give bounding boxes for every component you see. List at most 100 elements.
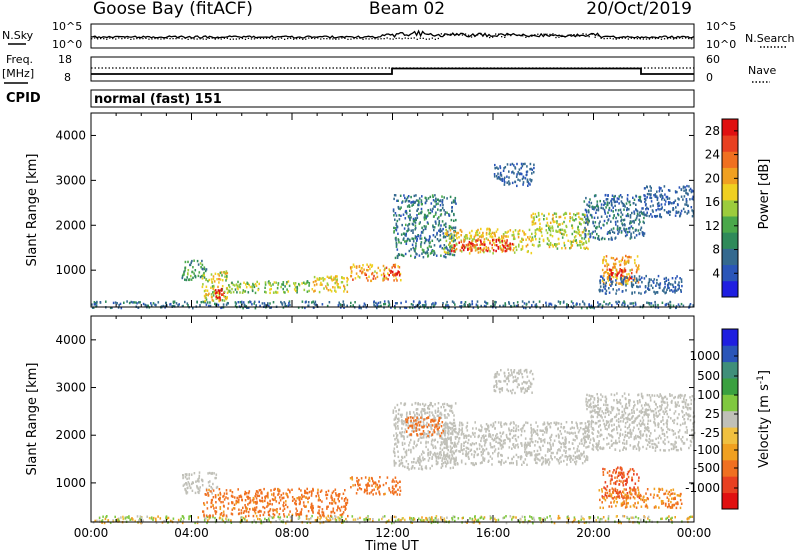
heatmap-cell	[217, 289, 220, 292]
heatmap-cell	[260, 492, 262, 495]
heatmap-cell	[643, 221, 645, 225]
heatmap-cell	[432, 453, 434, 456]
heatmap-cell	[314, 519, 317, 522]
heatmap-cell	[337, 505, 339, 508]
heatmap-cell	[199, 486, 201, 489]
heatmap-cell	[317, 499, 320, 502]
heatmap-cell	[516, 184, 518, 188]
heatmap-cell	[430, 250, 433, 253]
heatmap-cell	[588, 201, 590, 204]
heatmap-cell	[467, 447, 470, 450]
heatmap-cell	[233, 284, 236, 287]
heatmap-cell	[534, 212, 537, 216]
nsearch-dot	[386, 37, 388, 39]
heatmap-cell	[222, 500, 224, 504]
heatmap-cell	[312, 506, 314, 510]
heatmap-cell	[415, 461, 417, 464]
heatmap-cell	[435, 203, 438, 206]
heatmap-cell	[339, 514, 342, 517]
heatmap-cell	[411, 466, 414, 469]
heatmap-cell	[297, 517, 300, 520]
heatmap-cell	[427, 451, 430, 455]
heatmap-cell	[419, 436, 422, 439]
heatmap-cell	[460, 250, 463, 253]
heatmap-cell	[663, 209, 666, 212]
heatmap-cell	[491, 243, 493, 247]
heatmap-cell	[512, 170, 514, 173]
heatmap-cell	[460, 304, 463, 308]
heatmap-cell	[525, 451, 528, 454]
heatmap-cell	[657, 274, 660, 278]
heatmap-cell	[427, 255, 429, 258]
heatmap-cell	[184, 473, 187, 476]
heatmap-cell	[426, 221, 429, 224]
heatmap-cell	[414, 201, 416, 204]
heatmap-cell	[242, 289, 245, 292]
heatmap-cell	[323, 515, 325, 518]
heatmap-cell	[416, 214, 418, 217]
heatmap-cell	[185, 491, 188, 495]
heatmap-cell	[415, 199, 418, 202]
heatmap-cell	[625, 284, 627, 287]
heatmap-cell	[606, 272, 609, 275]
heatmap-cell	[240, 516, 243, 519]
heatmap-cell	[437, 224, 440, 227]
nsearch-dot	[482, 34, 485, 36]
heatmap-cell	[582, 230, 585, 234]
heatmap-cell	[563, 244, 566, 247]
heatmap-cell	[680, 188, 683, 192]
heatmap-cell	[517, 233, 519, 236]
heatmap-cell	[675, 305, 678, 308]
heatmap-cell	[468, 243, 471, 247]
heatmap-cell	[301, 493, 303, 497]
heatmap-cell	[239, 286, 241, 289]
heatmap-cell	[191, 259, 193, 263]
heatmap-cell	[531, 236, 534, 239]
heatmap-cell	[282, 496, 285, 499]
heatmap-cell	[272, 512, 275, 516]
heatmap-cell	[194, 274, 196, 278]
heatmap-cell	[640, 518, 642, 521]
heatmap-cell	[201, 263, 204, 267]
heatmap-cell	[337, 493, 339, 497]
heatmap-cell	[414, 247, 417, 250]
heatmap-cell	[483, 516, 486, 519]
heatmap-cell	[453, 430, 456, 433]
heatmap-cell	[276, 287, 279, 290]
heatmap-cell	[511, 162, 514, 166]
heatmap-cell	[449, 404, 452, 408]
heatmap-cell	[453, 234, 456, 237]
heatmap-cell	[442, 428, 444, 431]
nsearch-dot	[473, 34, 476, 37]
heatmap-cell	[626, 197, 629, 200]
heatmap-cell	[219, 493, 222, 496]
heatmap-cell	[230, 291, 232, 294]
heatmap-cell	[446, 197, 448, 200]
heatmap-cell	[395, 243, 398, 246]
heatmap-cell	[523, 231, 525, 234]
heatmap-cell	[512, 461, 514, 465]
heatmap-cell	[366, 489, 368, 492]
heatmap-cell	[249, 300, 252, 304]
heatmap-cell	[394, 438, 396, 441]
heatmap-cell	[650, 278, 652, 281]
nsearch-dot	[184, 37, 186, 39]
heatmap-cell	[393, 418, 396, 421]
heatmap-cell	[497, 172, 499, 175]
heatmap-cell	[432, 446, 435, 450]
heatmap-cell	[271, 498, 274, 501]
heatmap-cell	[259, 304, 261, 308]
heatmap-cell	[441, 247, 444, 250]
heatmap-cell	[419, 455, 421, 458]
heatmap-cell	[692, 198, 695, 201]
heatmap-cell	[120, 306, 123, 310]
heatmap-cell	[581, 218, 584, 221]
heatmap-cell	[413, 457, 415, 461]
heatmap-cell	[373, 481, 375, 484]
heatmap-cell	[265, 291, 267, 294]
heatmap-cell	[546, 221, 549, 225]
heatmap-cell	[393, 464, 396, 467]
heatmap-cell	[395, 223, 398, 227]
heatmap-cell	[357, 482, 359, 486]
heatmap-cell	[506, 163, 509, 166]
